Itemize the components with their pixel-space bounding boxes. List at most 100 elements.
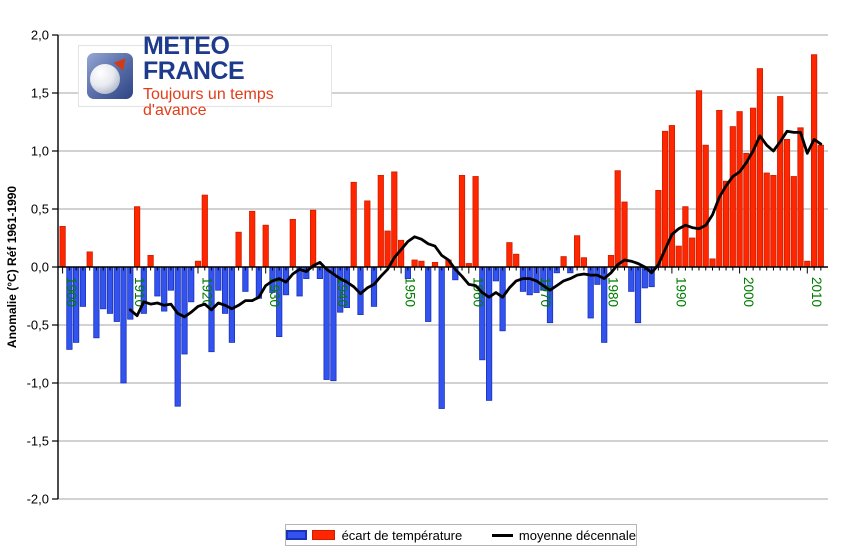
y-tick-label: 0,5 bbox=[31, 202, 49, 217]
bar-1943 bbox=[350, 181, 357, 268]
bar-1967 bbox=[513, 253, 520, 268]
bar-1956 bbox=[438, 266, 445, 409]
bar-1939 bbox=[323, 266, 330, 380]
bar-1974 bbox=[560, 256, 567, 268]
bar-1930 bbox=[262, 224, 269, 268]
logo-text: METEO FRANCE Toujours un temps d'avance bbox=[143, 31, 331, 119]
bar-2012 bbox=[817, 144, 824, 268]
bar-1909 bbox=[120, 266, 127, 384]
x-year-label-1920: 1920 bbox=[200, 277, 215, 307]
bar-1937 bbox=[309, 209, 317, 268]
chart-legend: écart de température moyenne décennale bbox=[285, 524, 637, 546]
bar-2003 bbox=[756, 68, 764, 268]
bar-1903 bbox=[79, 266, 86, 307]
bar-2011 bbox=[811, 54, 818, 268]
bar-1959 bbox=[458, 174, 466, 268]
bar-1981 bbox=[607, 254, 615, 268]
bar-1914 bbox=[154, 266, 161, 297]
bar-1926 bbox=[235, 231, 242, 268]
x-year-label-1950: 1950 bbox=[403, 277, 418, 307]
bar-1913 bbox=[147, 254, 154, 268]
bar-1911 bbox=[133, 206, 141, 268]
bar-1985 bbox=[634, 266, 642, 324]
bar-1952 bbox=[411, 259, 418, 268]
bar-1983 bbox=[621, 201, 628, 268]
bar-2006 bbox=[777, 96, 784, 268]
legend-bars-label: écart de température bbox=[341, 527, 463, 543]
bar-1917 bbox=[174, 266, 181, 407]
bar-1918 bbox=[181, 266, 188, 355]
x-year-label-1970: 1970 bbox=[538, 277, 553, 307]
bar-1990 bbox=[668, 125, 676, 268]
y-tick-label: -1,5 bbox=[27, 434, 49, 449]
bar-1969 bbox=[526, 266, 533, 296]
bar-2002 bbox=[750, 107, 757, 268]
bar-1954 bbox=[425, 266, 432, 322]
bar-1908 bbox=[113, 266, 120, 322]
meteo-france-logo: METEO FRANCE Toujours un temps d'avance bbox=[78, 33, 332, 118]
bar-1934 bbox=[289, 218, 296, 268]
bar-1906 bbox=[100, 266, 107, 310]
x-year-label-2000: 2000 bbox=[741, 277, 756, 307]
decadal-mean-line bbox=[128, 129, 823, 319]
x-year-label-1900: 1900 bbox=[64, 277, 79, 307]
bar-2007 bbox=[783, 138, 791, 268]
legend-line-label: moyenne décennale bbox=[518, 527, 636, 543]
bar-1965 bbox=[499, 266, 506, 332]
bar-1900 bbox=[59, 225, 66, 268]
bar-1945 bbox=[364, 200, 371, 268]
bar-2001 bbox=[743, 152, 750, 268]
bar-2005 bbox=[770, 174, 777, 268]
bar-1984 bbox=[628, 266, 635, 292]
bar-1921 bbox=[201, 194, 208, 268]
bar-1919 bbox=[188, 266, 195, 303]
bar-1925 bbox=[228, 266, 235, 343]
bar-1996 bbox=[709, 258, 716, 268]
legend-swatch-negative bbox=[286, 530, 307, 540]
bar-1991 bbox=[675, 245, 682, 268]
bar-1966 bbox=[506, 242, 513, 268]
bar-1904 bbox=[86, 251, 93, 268]
bar-1905 bbox=[93, 266, 100, 339]
x-year-label-2010: 2010 bbox=[809, 277, 824, 307]
y-tick-label: 1,5 bbox=[31, 86, 49, 101]
bar-1999 bbox=[729, 126, 736, 268]
bar-1920 bbox=[194, 260, 202, 268]
y-axis-title: Anomalie (°C) Réf 1961-1990 bbox=[5, 186, 19, 349]
logo-tagline: Toujours un temps d'avance bbox=[143, 85, 274, 119]
logo-sphere-icon bbox=[90, 64, 120, 94]
bar-1992 bbox=[682, 206, 689, 268]
bar-2009 bbox=[797, 127, 804, 268]
bar-2004 bbox=[763, 172, 770, 268]
bar-1997 bbox=[716, 110, 723, 268]
bar-1988 bbox=[655, 189, 662, 268]
bar-1994 bbox=[695, 90, 703, 268]
bar-1961 bbox=[472, 176, 479, 268]
bar-2000 bbox=[736, 111, 743, 268]
legend-line-swatch bbox=[492, 533, 513, 537]
bar-1948 bbox=[384, 230, 391, 268]
bar-1907 bbox=[106, 266, 114, 314]
bar-1953 bbox=[418, 260, 425, 268]
y-tick-label: 1,0 bbox=[31, 144, 49, 159]
y-tick-label: -2,0 bbox=[27, 492, 49, 507]
legend-swatch-positive bbox=[311, 530, 335, 540]
bar-1998 bbox=[723, 180, 730, 268]
bar-2008 bbox=[790, 176, 797, 268]
bar-2010 bbox=[804, 260, 811, 268]
y-tick-label: 0,0 bbox=[31, 260, 49, 275]
bar-1928 bbox=[249, 210, 256, 268]
bar-1976 bbox=[574, 235, 581, 268]
meteo-france-logo-icon bbox=[87, 53, 133, 99]
bar-1963 bbox=[485, 266, 493, 401]
x-year-label-1930: 1930 bbox=[267, 277, 282, 307]
bar-1982 bbox=[614, 170, 621, 268]
y-tick-label: -1,0 bbox=[27, 376, 49, 391]
bar-1947 bbox=[377, 174, 384, 268]
logo-title: METEO FRANCE bbox=[143, 31, 245, 85]
y-tick-label: 2,0 bbox=[31, 28, 49, 43]
y-tick-label: -0,5 bbox=[27, 318, 49, 333]
bar-1949 bbox=[391, 171, 398, 268]
